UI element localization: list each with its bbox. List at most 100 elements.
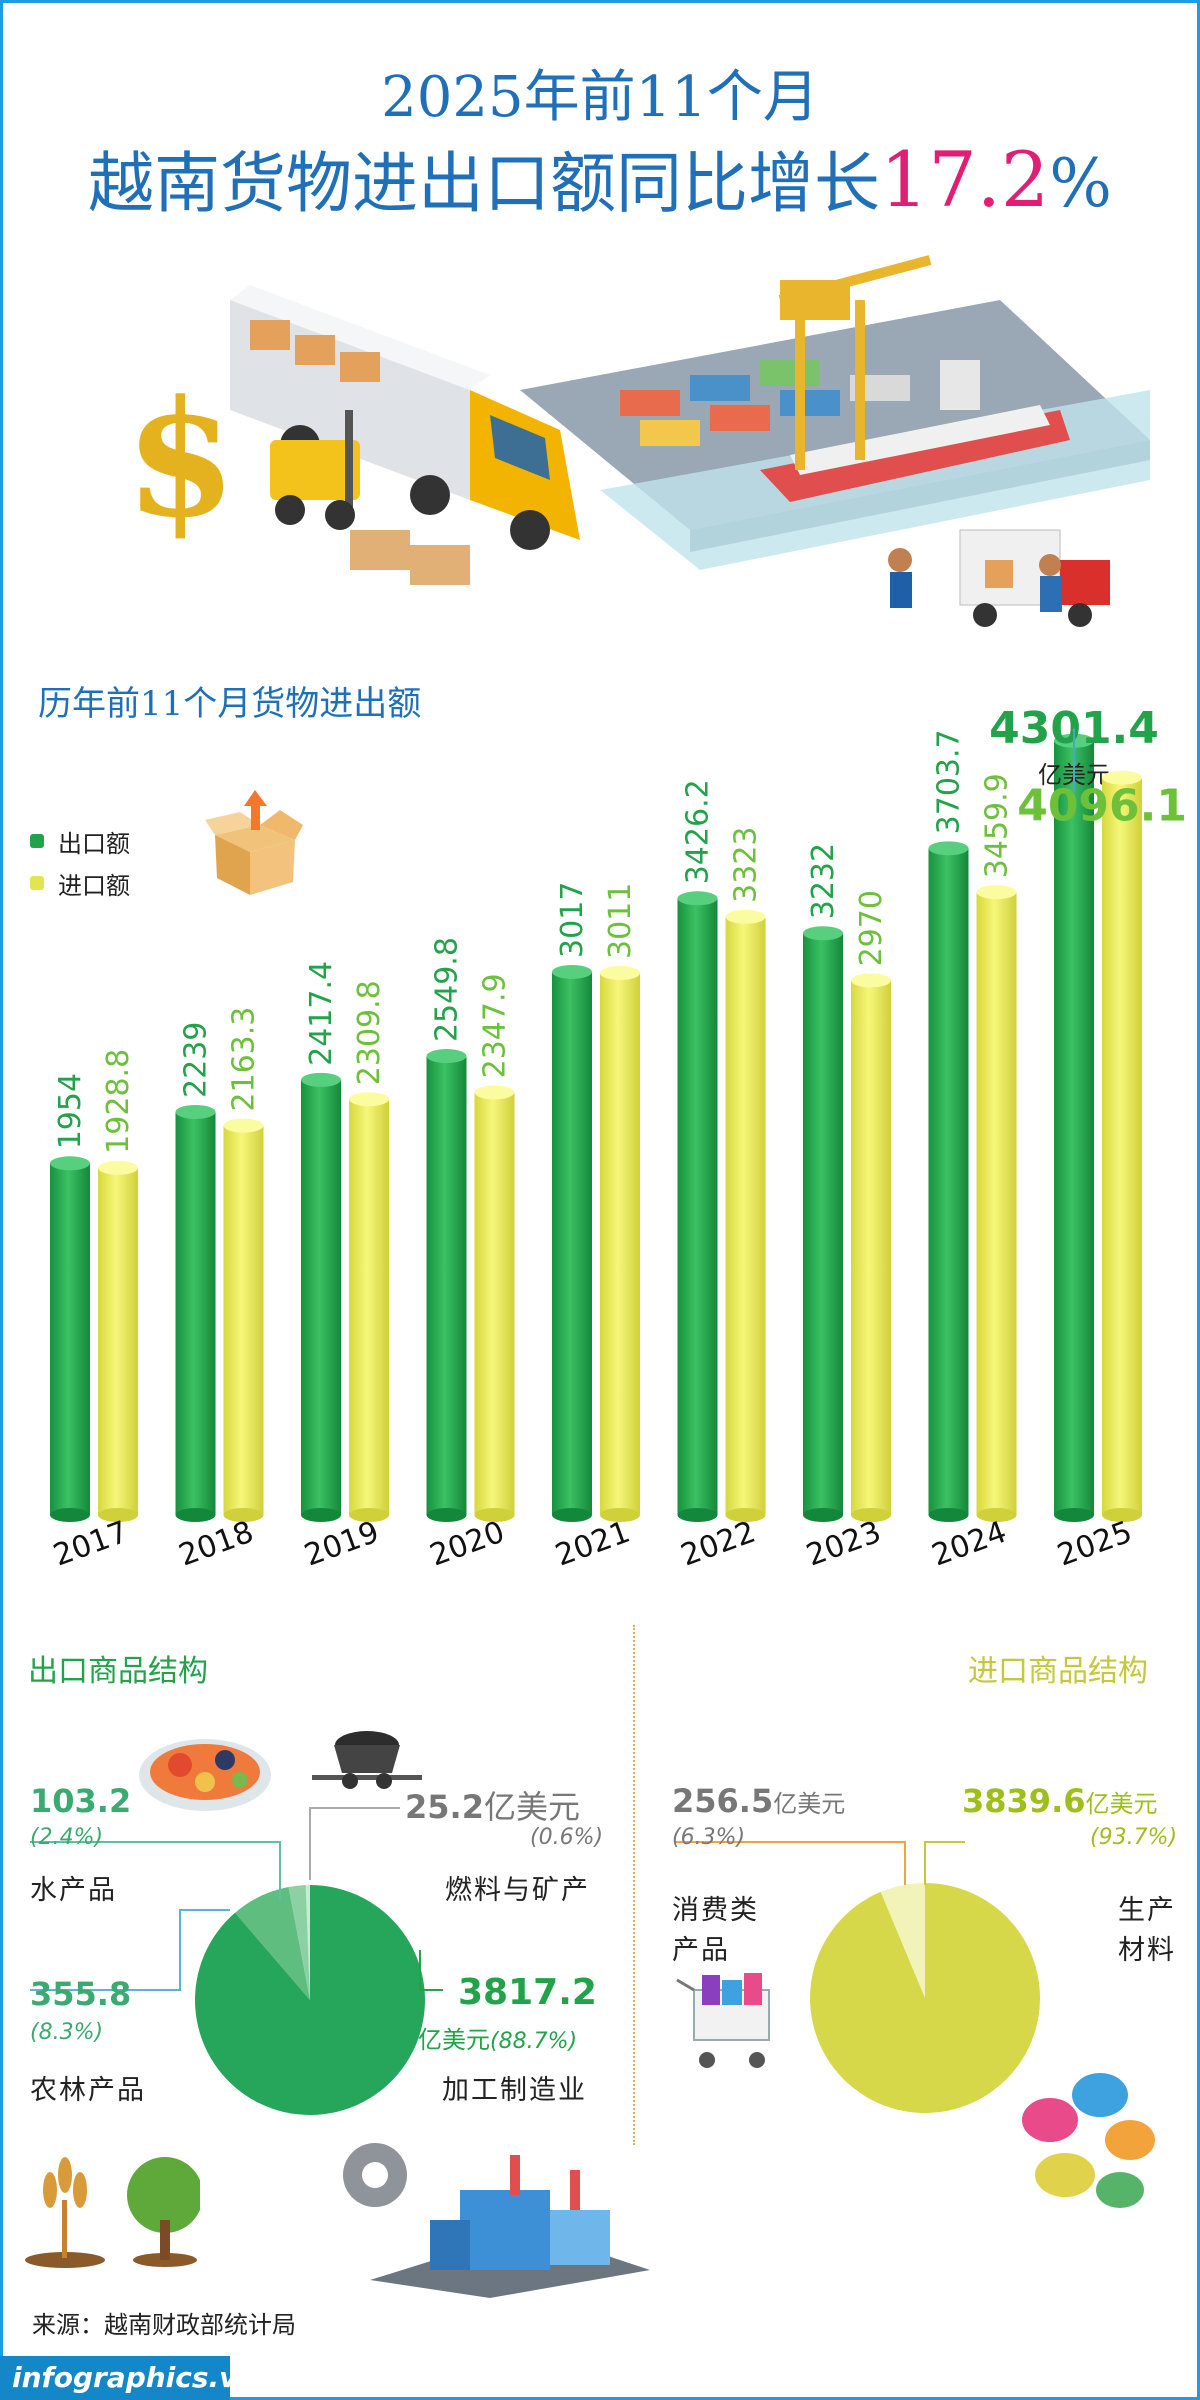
- value-label-import-2022: 3323: [729, 827, 764, 903]
- bar-top-import-2017: [98, 1160, 138, 1175]
- bar-import-2017: [98, 1167, 138, 1515]
- bar-export-2020: [426, 1056, 467, 1515]
- bar-import-2023: [851, 980, 891, 1515]
- bar-base-export-2022: [677, 1508, 718, 1522]
- x-tick-2017: 2017: [49, 1515, 133, 1574]
- x-tick-2024: 2024: [927, 1515, 1011, 1574]
- bar-top-import-2022: [725, 909, 766, 924]
- import-consumer-name-2: 产品: [672, 1935, 730, 1966]
- export-manufacturing-value: 3817.2: [458, 1972, 597, 2013]
- bar-base-import-2020: [474, 1508, 515, 1522]
- value-label-import-2023: 2970: [854, 890, 889, 966]
- bar-base-import-2023: [851, 1508, 891, 1522]
- title-main: 越南货物进出口额同比增长: [88, 145, 881, 222]
- bar-top-export-2021: [552, 964, 592, 979]
- bar-base-import-2025: [1102, 1508, 1142, 1522]
- bar-base-import-2019: [349, 1508, 389, 1522]
- value-label-import-2017: 1928.8: [101, 1049, 136, 1154]
- import-structure-title: 进口商品结构: [968, 1654, 1148, 1689]
- bar-top-import-2025: [1102, 770, 1142, 785]
- legend-label-import: 进口额: [58, 871, 130, 900]
- import-consumer-value-line: 256.5亿美元: [672, 1782, 845, 1820]
- value-label-export-2021: 3017: [555, 882, 590, 958]
- bar-import-2020: [474, 1092, 515, 1515]
- bar-top-import-2024: [976, 885, 1017, 900]
- wheat-and-tree-icon: [25, 2157, 200, 2268]
- open-box-icon: [205, 790, 303, 895]
- bar-base-export-2020: [426, 1508, 467, 1522]
- import-consumer-name-1: 消费类: [672, 1895, 759, 1926]
- x-tick-2021: 2021: [551, 1515, 635, 1574]
- value-label-import-2024: 3459.9: [980, 773, 1015, 878]
- x-tick-2025: 2025: [1053, 1515, 1137, 1574]
- bar-base-export-2019: [301, 1508, 341, 1522]
- legend-swatch-export: [30, 834, 44, 848]
- value-label-export-2019: 2417.4: [304, 961, 339, 1066]
- export-fuel-pct: (0.6%): [530, 1825, 604, 1850]
- value-label-export-2017: 1954: [53, 1073, 88, 1149]
- bar-base-export-2024: [928, 1508, 969, 1522]
- export-slice-3: [195, 1885, 425, 2115]
- import-production-pct: (93.7%): [1090, 1825, 1178, 1850]
- legend-item-import: 进口额: [30, 862, 130, 904]
- bar-base-export-2017: [50, 1508, 90, 1522]
- export-manufacturing-name: 加工制造业: [442, 2075, 587, 2106]
- import-production-name-2: 材料: [1118, 1935, 1176, 1966]
- seafood-plate-icon: [139, 1739, 271, 1811]
- bar-export-2017: [50, 1163, 90, 1515]
- svg-text:$: $: [125, 365, 236, 553]
- bar-base-import-2018: [223, 1508, 264, 1522]
- bar-export-2025: [1054, 740, 1094, 1515]
- section-divider: [633, 1625, 635, 2145]
- export-fisheries-pct: (2.4%): [30, 1825, 104, 1850]
- bar-base-export-2025: [1054, 1508, 1094, 1522]
- export-pie-chart: [195, 1885, 425, 2115]
- export-fuel-value-line: 25.2亿美元: [405, 1782, 580, 1828]
- import-consumer-unit: 亿美元: [773, 1790, 846, 1818]
- title-growth-value: 17.2: [880, 135, 1050, 224]
- export-fisheries-name: 水产品: [30, 1875, 117, 1906]
- legend-label-export: 出口额: [58, 829, 130, 858]
- bar-top-import-2020: [474, 1085, 515, 1100]
- import-production-value-line: 3839.6亿美元: [962, 1782, 1157, 1820]
- export-agri-value: 355.8: [30, 1975, 132, 2013]
- logistics-illustration: $: [125, 255, 1150, 627]
- export-fuel-name: 燃料与矿产: [445, 1875, 590, 1906]
- thread-spools-icon: [1022, 2073, 1155, 2208]
- export-slice-2: [235, 1887, 310, 2000]
- value-label-import-2021: 3011: [603, 883, 638, 959]
- value-label-export-2018: 2239: [179, 1022, 214, 1098]
- bar-export-2021: [552, 971, 592, 1515]
- brand-footer[interactable]: infographics.vn: [0, 2356, 257, 2400]
- title-growth-unit: %: [1049, 145, 1112, 222]
- value-label-import-2025: 4096.1: [1017, 781, 1187, 832]
- bar-import-2024: [976, 892, 1017, 1515]
- x-tick-2023: 2023: [802, 1515, 886, 1574]
- bar-import-2018: [223, 1125, 264, 1515]
- export-slice-1: [288, 1885, 310, 2000]
- x-tick-2019: 2019: [300, 1515, 384, 1574]
- bar-top-export-2024: [928, 841, 969, 856]
- export-manufacturing-unit-line: 亿美元(88.7%): [418, 2020, 577, 2055]
- title-line-2: 越南货物进出口额同比增长17.2%: [0, 130, 1200, 226]
- export-fuel-value: 25.2: [405, 1788, 484, 1826]
- import-slice-0: [880, 1883, 925, 1998]
- value-label-import-2020: 2347.9: [478, 973, 513, 1078]
- bar-import-2021: [600, 973, 640, 1515]
- bar-chart: 1954 1928.8 2017 2239 2163.3 2018 2417.4 2309.8…: [49, 703, 1187, 1574]
- bar-top-import-2019: [349, 1092, 389, 1107]
- legend-swatch-import: [30, 876, 44, 890]
- shopping-cart-icon: [676, 1973, 770, 2068]
- bar-base-import-2022: [725, 1508, 766, 1522]
- source-note: 来源：越南财政部统计局: [32, 2311, 296, 2339]
- x-tick-2020: 2020: [425, 1515, 509, 1574]
- bar-top-import-2021: [600, 966, 640, 981]
- bar-import-2022: [725, 916, 766, 1515]
- bar-top-import-2023: [851, 973, 891, 988]
- bar-export-2023: [803, 933, 843, 1515]
- bar-top-export-2022: [677, 891, 718, 906]
- bar-export-2024: [928, 848, 969, 1515]
- value-label-export-2024: 3703.7: [932, 729, 967, 834]
- import-production-unit: 亿美元: [1085, 1790, 1158, 1818]
